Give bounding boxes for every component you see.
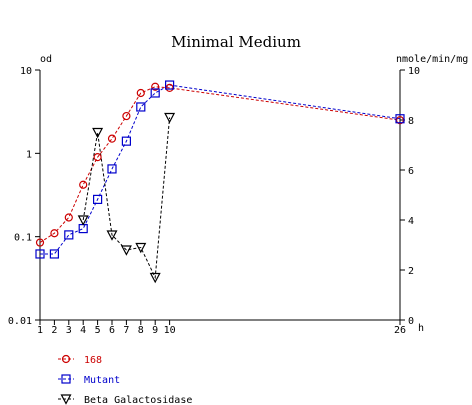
- data-point: [122, 111, 131, 121]
- data-point: [149, 272, 161, 284]
- data-point: [92, 194, 103, 205]
- y-left-tick-label: 1: [26, 149, 32, 160]
- x-tick-label: 3: [66, 325, 72, 336]
- data-point: [106, 230, 118, 241]
- data-point: [50, 229, 59, 238]
- data-point: [93, 153, 102, 162]
- legend-marker: [60, 394, 72, 405]
- x-tick-label: 26: [394, 325, 406, 336]
- y-left-tick-label: 0.1: [14, 233, 32, 244]
- y-right-tick-label: 6: [408, 166, 414, 177]
- data-point: [136, 102, 146, 112]
- legend: 168 Mutant Beta Galactosidase: [58, 354, 192, 405]
- chart-title: Minimal Medium: [171, 33, 301, 51]
- legend-marker: [61, 354, 71, 364]
- x-tick-label: 4: [80, 325, 86, 336]
- data-point: [49, 249, 60, 259]
- y-right-tick-label: 2: [408, 266, 414, 277]
- y-right-tick-label: 10: [408, 66, 420, 77]
- legend-marker: [61, 374, 71, 384]
- data-point: [77, 215, 89, 226]
- data-point: [121, 136, 132, 146]
- x-tick-label: 9: [152, 325, 158, 336]
- data-point: [150, 88, 160, 98]
- x-tick-label: 8: [138, 325, 144, 336]
- y-left-axis-label: od: [40, 54, 52, 65]
- x-tick-label: 1: [37, 325, 43, 336]
- data-point: [151, 82, 160, 91]
- data-point: [120, 245, 132, 256]
- series-lines: [39, 84, 401, 280]
- data-point: [165, 80, 175, 90]
- data-point: [64, 213, 73, 222]
- x-tick-label: 2: [51, 325, 57, 336]
- data-point: [395, 114, 405, 124]
- y-left-tick-label: 10: [20, 66, 32, 77]
- series-line-1: [40, 84, 401, 255]
- series-line-0: [39, 86, 401, 243]
- x-tick-label: 10: [164, 325, 176, 336]
- y-right-tick-label: 0: [408, 316, 414, 327]
- data-point: [35, 249, 45, 259]
- x-tick-label: 5: [95, 325, 101, 336]
- data-point: [107, 134, 117, 143]
- data-point: [92, 127, 104, 139]
- data-point: [79, 180, 88, 189]
- series-line-2: [82, 117, 171, 280]
- legend-label: 168: [84, 355, 102, 366]
- x-tick-label: 6: [109, 325, 115, 336]
- data-point: [136, 88, 145, 98]
- data-point: [107, 164, 117, 174]
- y-left-tick-label: 0.01: [8, 316, 32, 327]
- y-right-tick-label: 4: [408, 216, 414, 227]
- data-point: [135, 242, 147, 254]
- x-tick-label: 7: [123, 325, 129, 336]
- y-right-tick-label: 8: [408, 116, 414, 127]
- data-point: [35, 238, 45, 247]
- y-right-axis-label: nmole/min/mg: [396, 54, 468, 65]
- x-axis-label: h: [418, 323, 424, 334]
- data-point: [164, 112, 176, 124]
- series-markers: [35, 80, 405, 284]
- legend-label: Beta Galactosidase: [84, 395, 192, 405]
- legend-label: Mutant: [84, 375, 120, 386]
- data-point: [64, 230, 74, 240]
- data-point: [78, 223, 88, 234]
